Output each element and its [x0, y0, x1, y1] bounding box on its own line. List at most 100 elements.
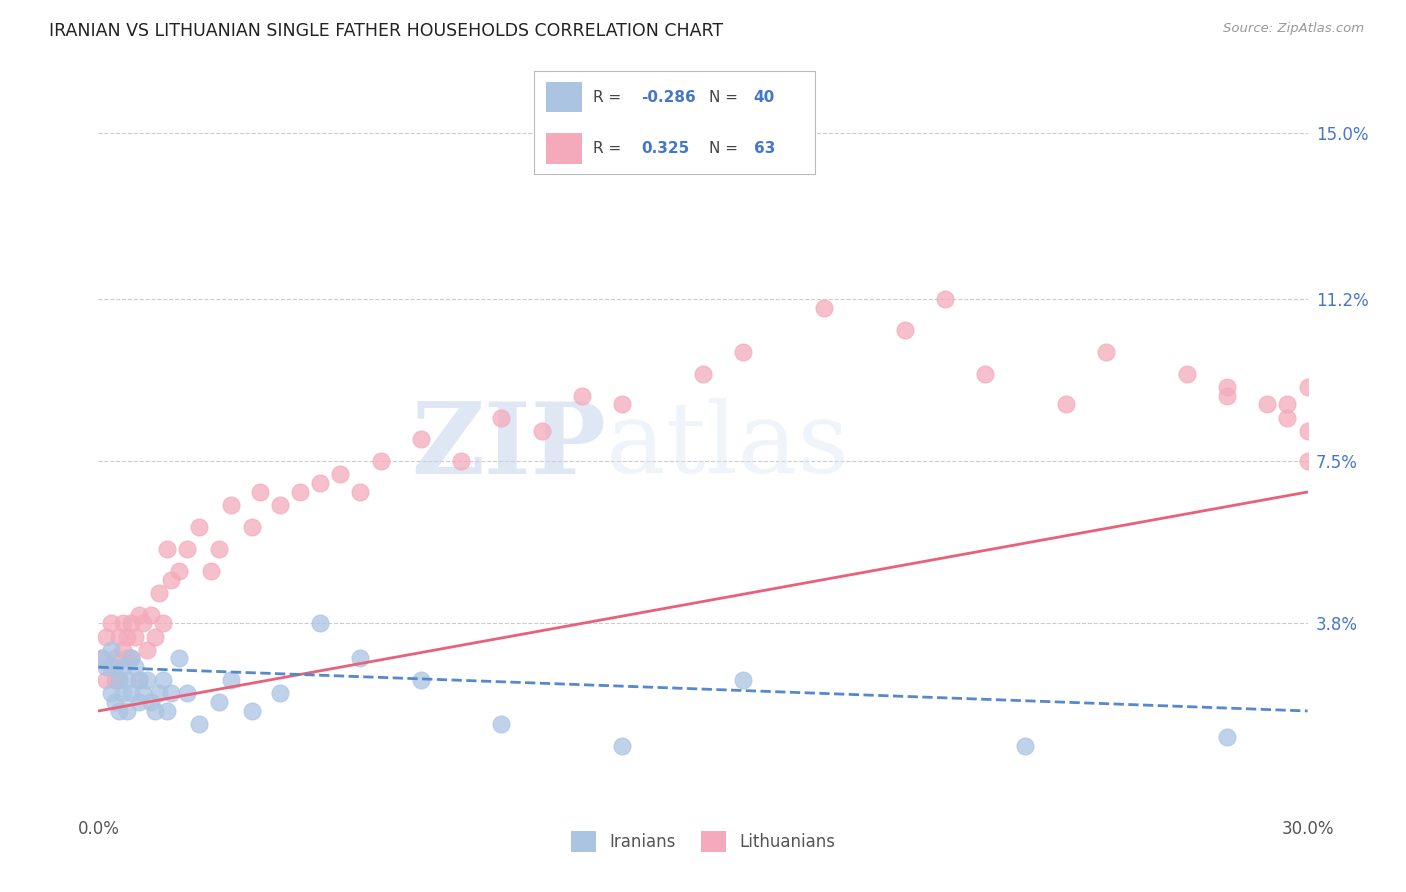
Point	[309, 476, 332, 491]
Point	[128, 673, 150, 688]
Point	[530, 424, 553, 438]
Point	[148, 686, 170, 700]
Text: N =: N =	[709, 89, 742, 104]
Point	[107, 673, 129, 688]
Point	[288, 485, 311, 500]
Point	[120, 651, 142, 665]
Point	[221, 498, 243, 512]
Point	[91, 651, 114, 665]
Text: 63: 63	[754, 141, 775, 156]
Point	[111, 616, 134, 631]
Point	[115, 704, 138, 718]
Point	[692, 367, 714, 381]
Point	[135, 673, 157, 688]
Point	[152, 616, 174, 631]
Point	[103, 651, 125, 665]
Point	[733, 344, 755, 359]
Point	[143, 630, 166, 644]
Point	[132, 616, 155, 631]
Point	[188, 717, 211, 731]
Point	[221, 673, 243, 688]
Point	[148, 585, 170, 599]
Point	[269, 498, 291, 512]
Point	[160, 573, 183, 587]
Point	[111, 660, 134, 674]
Point	[100, 642, 122, 657]
Point	[128, 673, 150, 688]
Point	[176, 541, 198, 556]
Point	[208, 541, 231, 556]
Point	[111, 642, 134, 657]
Point	[100, 660, 122, 674]
Point	[120, 616, 142, 631]
Text: 40: 40	[754, 89, 775, 104]
Point	[813, 301, 835, 315]
Point	[96, 630, 118, 644]
Point	[167, 651, 190, 665]
Point	[115, 673, 138, 688]
Point	[100, 616, 122, 631]
Point	[176, 686, 198, 700]
Point	[115, 651, 138, 665]
Point	[107, 673, 129, 688]
Point	[103, 673, 125, 688]
Point	[1256, 397, 1278, 411]
Point	[91, 651, 114, 665]
Point	[1296, 454, 1319, 468]
Point	[450, 454, 472, 468]
Point	[349, 485, 371, 500]
Point	[571, 389, 593, 403]
Point	[103, 660, 125, 674]
Point	[409, 673, 432, 688]
Text: -0.286: -0.286	[641, 89, 696, 104]
Point	[409, 433, 432, 447]
Point	[120, 651, 142, 665]
Point	[349, 651, 371, 665]
Point	[103, 695, 125, 709]
Point	[96, 660, 118, 674]
Text: N =: N =	[709, 141, 742, 156]
Point	[124, 630, 146, 644]
Point	[115, 630, 138, 644]
Point	[156, 704, 179, 718]
Point	[733, 673, 755, 688]
Point	[128, 607, 150, 622]
Point	[974, 367, 997, 381]
Point	[1277, 410, 1299, 425]
Point	[1296, 424, 1319, 438]
Point	[491, 410, 513, 425]
Point	[934, 293, 956, 307]
Legend: Iranians, Lithuanians: Iranians, Lithuanians	[564, 824, 842, 858]
Point	[107, 630, 129, 644]
Point	[139, 607, 162, 622]
FancyBboxPatch shape	[546, 82, 582, 112]
Point	[124, 660, 146, 674]
Point	[612, 739, 634, 753]
Point	[208, 695, 231, 709]
Point	[111, 686, 134, 700]
Point	[491, 717, 513, 731]
Text: ZIP: ZIP	[412, 398, 606, 494]
Point	[269, 686, 291, 700]
Point	[249, 485, 271, 500]
Point	[100, 686, 122, 700]
Point	[370, 454, 392, 468]
Point	[1095, 344, 1118, 359]
Point	[96, 673, 118, 688]
Point	[107, 704, 129, 718]
Point	[143, 704, 166, 718]
Point	[152, 673, 174, 688]
Point	[1054, 397, 1077, 411]
Point	[188, 520, 211, 534]
Point	[135, 642, 157, 657]
Text: 0.325: 0.325	[641, 141, 689, 156]
Point	[1014, 739, 1036, 753]
Point	[160, 686, 183, 700]
Text: R =: R =	[593, 89, 627, 104]
Point	[200, 564, 222, 578]
Point	[128, 695, 150, 709]
Point	[120, 686, 142, 700]
Point	[1216, 389, 1239, 403]
Point	[329, 467, 352, 482]
Point	[1216, 380, 1239, 394]
